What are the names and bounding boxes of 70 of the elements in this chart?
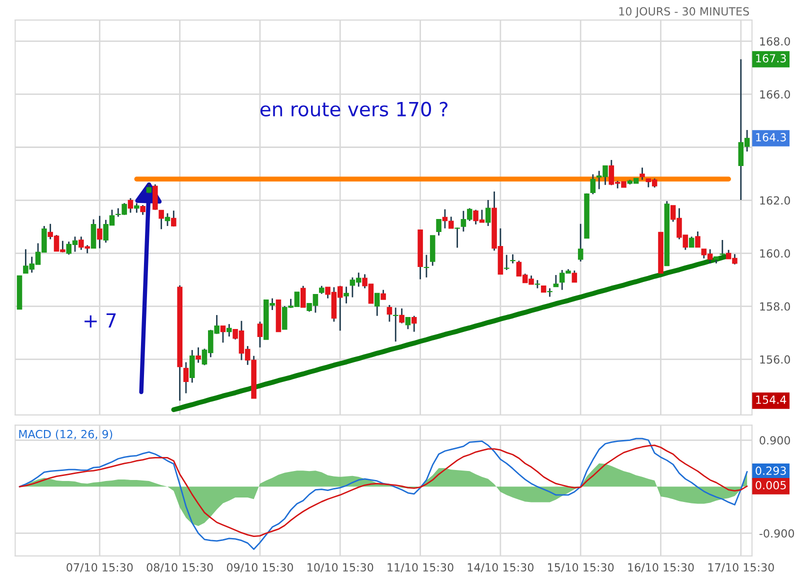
y-tick-label: 160.0 xyxy=(760,249,790,258)
candlestick xyxy=(399,308,404,324)
candlestick xyxy=(190,349,195,384)
text: 0.005 xyxy=(756,480,786,490)
text: 154.4 xyxy=(756,396,786,404)
candlestick xyxy=(196,346,201,364)
y-tick-label: 162.0 xyxy=(760,196,790,205)
candlestick xyxy=(572,270,578,283)
y-tick-label: -0.900 xyxy=(759,529,794,538)
x-tick-label: 07/10 15:30 xyxy=(66,563,133,572)
candlestick xyxy=(171,210,176,228)
candlestick xyxy=(695,230,700,248)
candlestick xyxy=(640,166,645,181)
candlestick xyxy=(128,197,134,214)
x-tick-label: 15/10 15:30 xyxy=(548,563,614,572)
candlestick xyxy=(300,285,306,308)
candlestick xyxy=(454,226,460,248)
line-series xyxy=(18,444,748,538)
candlestick xyxy=(436,218,442,236)
candlestick xyxy=(424,254,430,278)
x-tick-label: 14/10 15:30 xyxy=(468,563,534,572)
chart-title: MACD (12, 26, 9) xyxy=(19,430,112,440)
chart-subtitle: 10 JOURS - 30 MINUTES xyxy=(619,7,749,18)
candlestick xyxy=(90,218,96,249)
candlestick xyxy=(164,212,170,227)
candlestick xyxy=(183,362,189,394)
annotation: en route vers 170 ? xyxy=(260,102,448,116)
candlestick xyxy=(158,210,164,230)
candlestick xyxy=(547,288,552,298)
candlestick xyxy=(226,323,232,338)
y-tick-label: 156.0 xyxy=(760,355,790,364)
y-tick-label: 166.0 xyxy=(760,90,790,99)
x-tick-label: 16/10 15:30 xyxy=(628,563,694,572)
candlestick xyxy=(448,216,454,230)
y-tick-label: 158.0 xyxy=(760,302,790,311)
candlestick xyxy=(720,239,726,256)
candlestick xyxy=(134,202,140,214)
candlestick xyxy=(442,208,448,230)
candlestick xyxy=(392,306,398,342)
x-tick-label: 17/10 15:30 xyxy=(708,563,774,572)
candlestick xyxy=(97,215,102,249)
candlestick xyxy=(374,292,380,317)
candlestick xyxy=(146,182,152,194)
candlestick xyxy=(504,254,510,271)
x-tick-label: 10/10 15:30 xyxy=(308,563,374,572)
candlestick xyxy=(257,320,263,348)
candlestick xyxy=(590,174,596,195)
y-tick-label: 168.0 xyxy=(760,37,790,46)
candlestick xyxy=(380,289,386,300)
candlestick xyxy=(386,304,392,322)
candlestick xyxy=(485,199,491,227)
candlestick xyxy=(553,274,559,288)
text: 167.3 xyxy=(756,54,786,62)
text: 0.293 xyxy=(756,466,786,475)
candlestick xyxy=(220,325,226,344)
x-tick-label: 08/10 15:30 xyxy=(146,563,213,572)
candlestick xyxy=(411,315,417,332)
x-tick-label: 11/10 15:30 xyxy=(388,563,454,572)
candlestick xyxy=(152,184,158,211)
annotation: + 7 xyxy=(84,313,116,328)
candlestick xyxy=(344,286,349,304)
candlestick xyxy=(534,279,540,289)
x-tick-label: 09/10 15:30 xyxy=(226,563,294,572)
candlestick xyxy=(578,223,584,262)
candlestick xyxy=(140,204,146,216)
candlestick xyxy=(688,236,694,248)
text: 164.3 xyxy=(756,133,786,142)
y-tick-label: 0.900 xyxy=(760,436,790,445)
candlestick xyxy=(405,316,411,330)
candlestick xyxy=(510,254,516,264)
